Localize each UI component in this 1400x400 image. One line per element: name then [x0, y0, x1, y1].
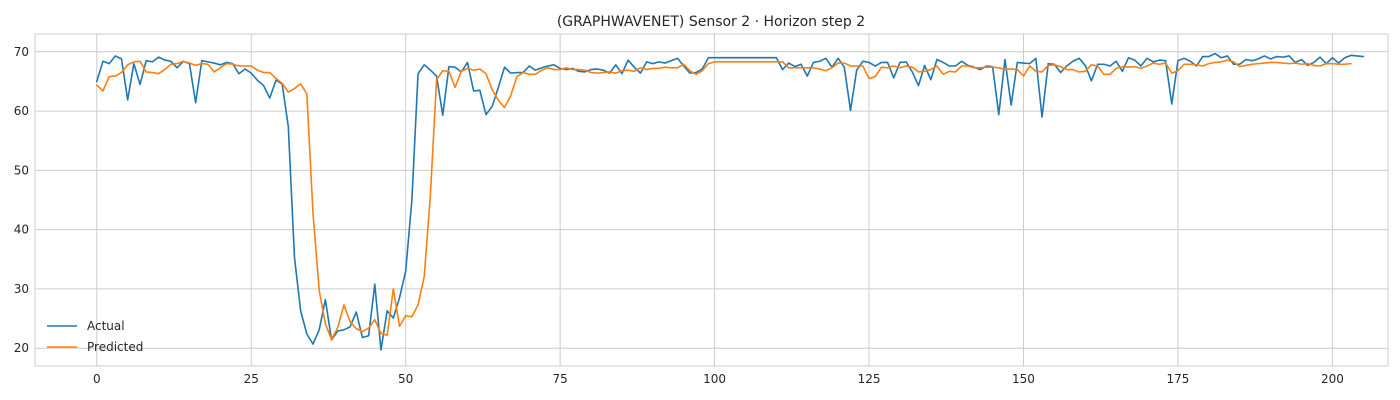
legend-label-predicted: Predicted — [87, 340, 143, 354]
x-tick-label: 50 — [398, 372, 413, 386]
x-tick-label: 25 — [244, 372, 259, 386]
x-tick-label: 75 — [552, 372, 567, 386]
legend-label-actual: Actual — [87, 319, 125, 333]
plot-area-frame — [34, 33, 1389, 367]
y-tick-label: 60 — [14, 104, 29, 118]
grid — [35, 34, 1388, 366]
series-line-predicted — [95, 59, 1352, 341]
x-tick-label: 100 — [703, 372, 726, 386]
x-tick-label: 125 — [858, 372, 881, 386]
y-tick-label: 40 — [14, 223, 29, 237]
series-lines — [95, 52, 1365, 351]
y-tick-label: 70 — [14, 45, 29, 59]
legend: Actual Predicted — [47, 319, 143, 354]
x-tick-label: 200 — [1321, 372, 1344, 386]
x-tick-label: 175 — [1166, 372, 1189, 386]
y-tick-label: 20 — [14, 341, 29, 355]
series-line-actual — [95, 52, 1365, 351]
x-tick-label: 150 — [1012, 372, 1035, 386]
axis-ticks: 0 25 50 75 100 125 150 175 200 20 30 40 50 60 70 — [14, 45, 1344, 386]
x-tick-label: 0 — [93, 372, 101, 386]
chart-title: (GRAPHWAVENET) Sensor 2 · Horizon step 2 — [557, 14, 865, 30]
y-tick-label: 50 — [14, 163, 29, 177]
y-tick-label: 30 — [14, 282, 29, 296]
